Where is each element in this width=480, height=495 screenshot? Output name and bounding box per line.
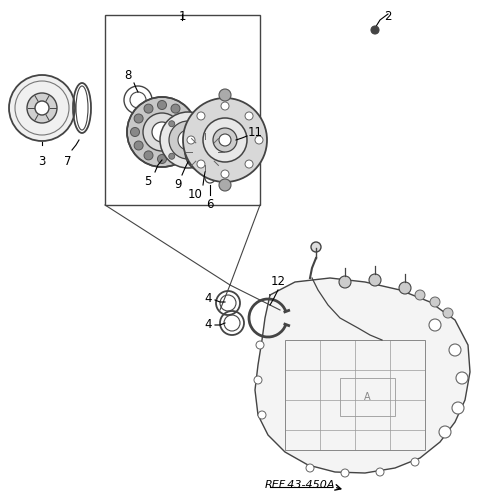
Circle shape xyxy=(449,344,461,356)
Circle shape xyxy=(213,128,237,152)
Circle shape xyxy=(160,112,216,168)
Circle shape xyxy=(306,464,314,472)
Circle shape xyxy=(219,179,231,191)
Circle shape xyxy=(197,112,205,120)
Circle shape xyxy=(205,173,215,183)
Text: 4: 4 xyxy=(204,292,212,304)
Circle shape xyxy=(178,130,198,150)
Circle shape xyxy=(256,341,264,349)
Bar xyxy=(285,340,425,450)
Circle shape xyxy=(134,141,143,150)
Circle shape xyxy=(183,98,267,182)
Circle shape xyxy=(221,170,229,178)
Text: REF.43-450A: REF.43-450A xyxy=(265,480,335,490)
Circle shape xyxy=(169,121,175,127)
Text: 8: 8 xyxy=(124,69,132,82)
Circle shape xyxy=(245,160,253,168)
Circle shape xyxy=(415,290,425,300)
Circle shape xyxy=(181,114,190,123)
Circle shape xyxy=(144,151,153,160)
Bar xyxy=(340,378,395,416)
Text: A: A xyxy=(364,392,370,402)
Circle shape xyxy=(219,134,231,146)
Circle shape xyxy=(143,113,181,151)
Text: 9: 9 xyxy=(174,178,182,191)
Circle shape xyxy=(452,402,464,414)
Circle shape xyxy=(219,89,231,101)
Circle shape xyxy=(144,104,153,113)
Circle shape xyxy=(134,114,143,123)
Circle shape xyxy=(171,151,180,160)
Circle shape xyxy=(157,154,167,163)
Text: 3: 3 xyxy=(38,155,46,168)
Circle shape xyxy=(171,104,180,113)
Circle shape xyxy=(197,144,213,160)
Text: 1: 1 xyxy=(178,10,186,23)
Circle shape xyxy=(131,128,140,137)
Circle shape xyxy=(371,26,379,34)
Circle shape xyxy=(27,93,57,123)
Circle shape xyxy=(411,458,419,466)
Text: 2: 2 xyxy=(384,10,392,23)
Circle shape xyxy=(185,132,225,172)
Bar xyxy=(105,15,260,205)
Text: 11: 11 xyxy=(248,126,263,139)
Circle shape xyxy=(201,121,207,127)
Text: 12: 12 xyxy=(271,275,286,288)
Circle shape xyxy=(254,376,262,384)
Circle shape xyxy=(9,75,75,141)
Circle shape xyxy=(187,136,195,144)
Circle shape xyxy=(169,153,175,159)
Circle shape xyxy=(152,122,172,142)
Text: 5: 5 xyxy=(144,175,152,188)
Circle shape xyxy=(439,426,451,438)
Circle shape xyxy=(341,469,349,477)
Circle shape xyxy=(221,102,229,110)
Circle shape xyxy=(430,297,440,307)
Circle shape xyxy=(35,101,49,115)
Text: 7: 7 xyxy=(64,155,72,168)
Polygon shape xyxy=(255,278,470,473)
Circle shape xyxy=(429,319,441,331)
Circle shape xyxy=(376,468,384,476)
Circle shape xyxy=(311,242,321,252)
Circle shape xyxy=(339,276,351,288)
Text: 10: 10 xyxy=(188,188,203,201)
Circle shape xyxy=(201,153,207,159)
Circle shape xyxy=(181,141,190,150)
Text: 6: 6 xyxy=(206,198,214,211)
Circle shape xyxy=(258,411,266,419)
Circle shape xyxy=(203,118,247,162)
Circle shape xyxy=(157,100,167,109)
Circle shape xyxy=(184,128,193,137)
Circle shape xyxy=(245,112,253,120)
Circle shape xyxy=(443,308,453,318)
Circle shape xyxy=(399,282,411,294)
Circle shape xyxy=(197,160,205,168)
Circle shape xyxy=(255,136,263,144)
Text: 4: 4 xyxy=(204,318,212,332)
Circle shape xyxy=(456,372,468,384)
Circle shape xyxy=(127,97,197,167)
Circle shape xyxy=(369,274,381,286)
Circle shape xyxy=(169,121,207,159)
